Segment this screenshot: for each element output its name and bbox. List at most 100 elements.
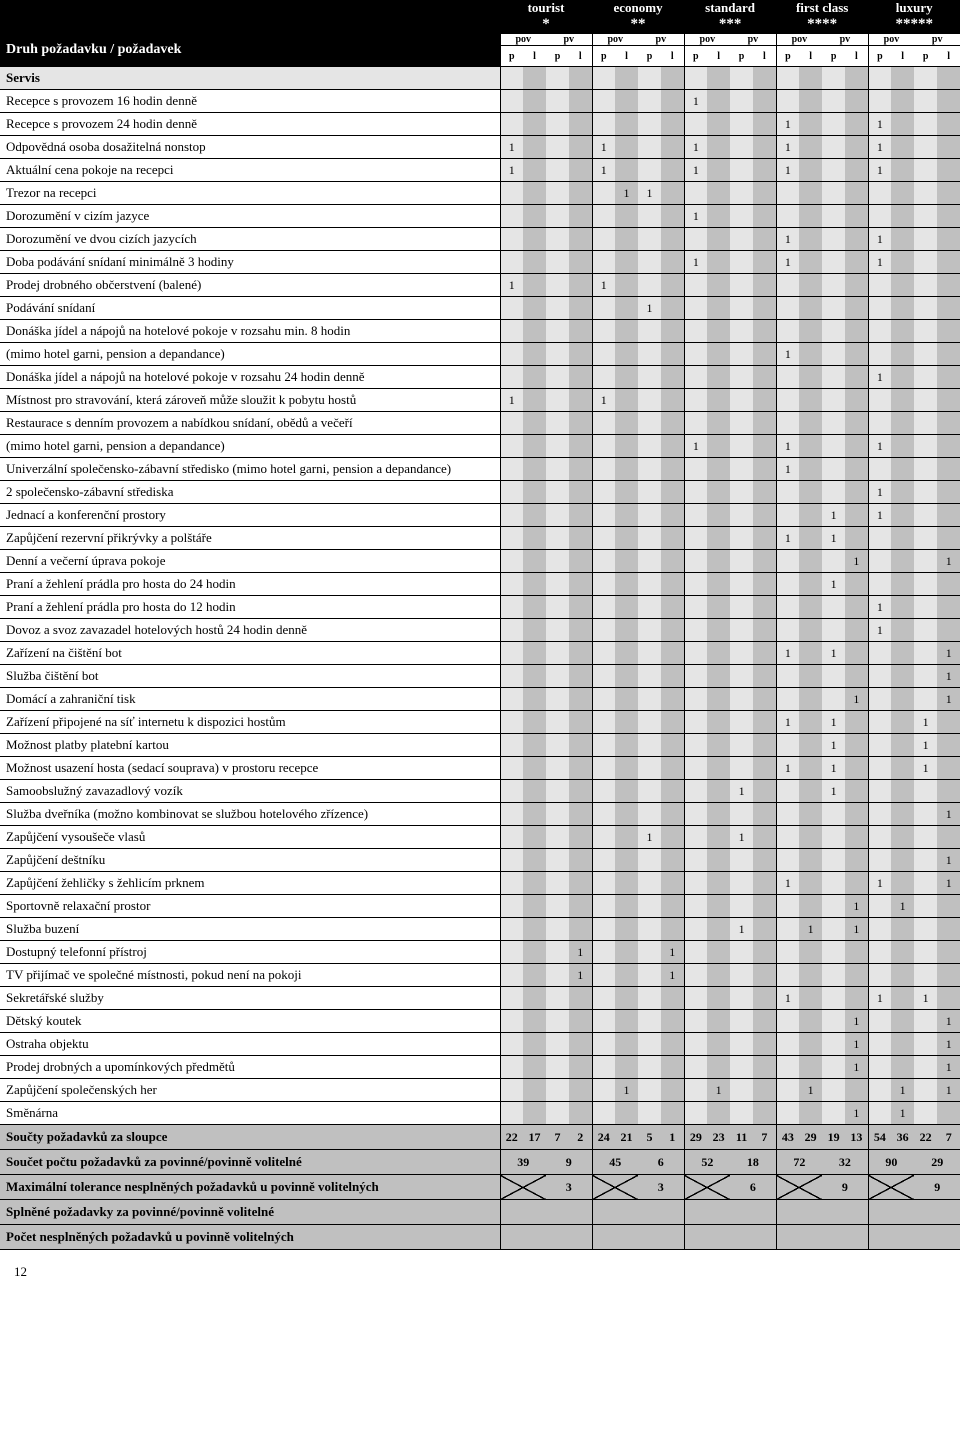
row-label: Možnost platby platební kartou: [0, 734, 500, 757]
data-cell: [730, 320, 753, 343]
data-cell: [707, 136, 730, 159]
data-cell: [845, 1079, 868, 1102]
data-cell: [730, 803, 753, 826]
summary-cell: [914, 1225, 960, 1250]
data-cell: [661, 182, 684, 205]
data-cell: [891, 228, 914, 251]
data-cell: [707, 918, 730, 941]
data-cell: 1: [684, 159, 707, 182]
data-cell: [822, 941, 845, 964]
data-cell: [592, 527, 615, 550]
data-cell: [707, 366, 730, 389]
data-cell: [891, 182, 914, 205]
section-header: Servis: [0, 67, 500, 90]
data-cell: [638, 343, 661, 366]
data-cell: [661, 205, 684, 228]
data-cell: [914, 481, 937, 504]
data-cell: [753, 1056, 776, 1079]
data-cell: [891, 780, 914, 803]
data-cell: [615, 136, 638, 159]
data-cell: [684, 711, 707, 734]
summary-cell: 52: [684, 1150, 730, 1175]
data-cell: [615, 297, 638, 320]
summary-label: Počet nesplněných požadavků u povinně vo…: [0, 1225, 500, 1250]
data-cell: 1: [684, 136, 707, 159]
data-cell: [684, 228, 707, 251]
data-cell: [546, 826, 569, 849]
category-header: standard: [684, 0, 776, 16]
data-cell: [776, 297, 799, 320]
data-cell: [730, 987, 753, 1010]
data-cell: 1: [730, 780, 753, 803]
data-cell: [776, 412, 799, 435]
data-cell: [592, 251, 615, 274]
data-cell: [592, 228, 615, 251]
data-cell: [891, 205, 914, 228]
data-cell: [868, 665, 891, 688]
data-cell: [753, 251, 776, 274]
data-cell: 1: [592, 159, 615, 182]
data-cell: 1: [937, 642, 960, 665]
data-cell: [523, 987, 546, 1010]
data-cell: [592, 826, 615, 849]
data-cell: [684, 1079, 707, 1102]
summary-cell: [822, 1200, 868, 1225]
data-cell: [638, 481, 661, 504]
data-cell: [546, 596, 569, 619]
data-cell: [500, 826, 523, 849]
summary-cell: [684, 1175, 730, 1200]
summary-cell: 5: [638, 1125, 661, 1150]
data-cell: [592, 964, 615, 987]
data-cell: [569, 918, 592, 941]
data-cell: [937, 757, 960, 780]
data-cell: [914, 918, 937, 941]
data-cell: [891, 274, 914, 297]
category-header: first class: [776, 0, 868, 16]
data-cell: [661, 274, 684, 297]
data-cell: [592, 757, 615, 780]
data-cell: [799, 573, 822, 596]
summary-cell: [500, 1225, 546, 1250]
data-cell: [891, 941, 914, 964]
data-cell: [638, 366, 661, 389]
data-cell: [868, 90, 891, 113]
data-cell: [500, 458, 523, 481]
data-cell: [730, 757, 753, 780]
data-cell: [615, 343, 638, 366]
data-cell: [592, 366, 615, 389]
data-cell: [799, 412, 822, 435]
data-cell: [753, 987, 776, 1010]
data-cell: [661, 412, 684, 435]
data-cell: [684, 274, 707, 297]
data-cell: [523, 757, 546, 780]
data-cell: 1: [707, 1079, 730, 1102]
row-label: 2 společensko-zábavní střediska: [0, 481, 500, 504]
data-cell: [707, 573, 730, 596]
sub-pv: pv: [914, 34, 960, 46]
data-cell: [523, 481, 546, 504]
data-cell: [891, 343, 914, 366]
data-cell: [799, 113, 822, 136]
data-cell: [937, 573, 960, 596]
data-cell: 1: [776, 711, 799, 734]
data-cell: 1: [914, 734, 937, 757]
data-cell: 1: [500, 274, 523, 297]
data-cell: [500, 734, 523, 757]
data-cell: [937, 343, 960, 366]
data-cell: [638, 1033, 661, 1056]
data-cell: [753, 1102, 776, 1125]
data-cell: [523, 803, 546, 826]
data-cell: [500, 1079, 523, 1102]
data-cell: 1: [615, 1079, 638, 1102]
data-cell: [546, 1102, 569, 1125]
data-cell: [914, 504, 937, 527]
data-cell: [707, 872, 730, 895]
data-cell: [661, 159, 684, 182]
data-cell: [937, 297, 960, 320]
data-cell: [684, 803, 707, 826]
data-cell: [937, 435, 960, 458]
row-label: Domácí a zahraniční tisk: [0, 688, 500, 711]
data-cell: [684, 688, 707, 711]
data-cell: [638, 918, 661, 941]
data-cell: [845, 527, 868, 550]
